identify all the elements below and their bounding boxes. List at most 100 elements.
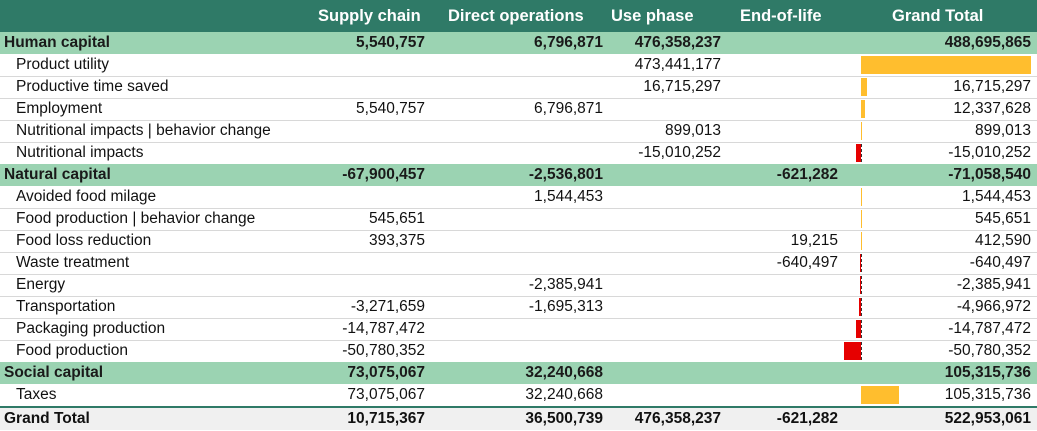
row-label: Natural capital xyxy=(4,166,111,183)
data-bar-axis xyxy=(861,298,862,316)
table-row[interactable]: Productive time saved 16,715,297 16,715,29… xyxy=(0,76,1037,98)
cell-grand-total: -15,010,252 xyxy=(948,144,1031,161)
cell-grand-total: -14,787,472 xyxy=(948,320,1031,337)
cell-direct-operations: 1,544,453 xyxy=(534,188,603,205)
cell-end-of-life: 19,215 xyxy=(790,232,838,249)
row-label: Nutritional impacts xyxy=(16,144,144,161)
data-bar-negative xyxy=(860,276,861,294)
row-label: Product utility xyxy=(16,56,110,73)
cell-grand-total: -2,385,941 xyxy=(956,276,1031,293)
row-label: Food production | behavior change xyxy=(16,210,256,227)
row-separator xyxy=(0,76,1037,77)
cell-direct-operations: -2,536,801 xyxy=(528,166,603,183)
cell-grand-total: 1,544,453 xyxy=(962,188,1031,205)
cell-supply-chain: 73,075,067 xyxy=(347,364,425,381)
row-label: Avoided food milage xyxy=(16,188,157,205)
data-bar-positive xyxy=(861,386,899,404)
cell-direct-operations: -2,385,941 xyxy=(528,276,603,293)
data-bar-positive xyxy=(861,100,865,118)
cell-direct-operations: 32,240,668 xyxy=(525,364,603,381)
data-bar-axis xyxy=(861,254,862,272)
cell-use-phase: 16,715,297 xyxy=(643,78,721,95)
data-bar-cell xyxy=(860,54,1035,76)
row-separator xyxy=(0,296,1037,297)
cell-grand-total: 522,953,061 xyxy=(944,410,1031,427)
table-row[interactable]: Employment 5,540,757 6,796,871 12,337,628 xyxy=(0,98,1037,120)
col-header-direct-operations[interactable]: Direct operations xyxy=(448,7,584,25)
data-bar-cell xyxy=(860,76,1035,98)
cell-grand-total: 545,651 xyxy=(974,210,1031,227)
data-bar-cell xyxy=(860,98,1035,120)
row-label: Social capital xyxy=(4,364,104,381)
data-bar-cell xyxy=(856,318,1035,340)
cell-direct-operations: -1,695,313 xyxy=(528,298,603,315)
row-label: Transportation xyxy=(16,298,116,315)
row-label: Waste treatment xyxy=(16,254,130,271)
cell-end-of-life: -621,282 xyxy=(776,410,838,427)
group-row-human-capital[interactable]: Human capital 5,540,757 6,796,871 476,358,2… xyxy=(0,32,1037,54)
table-row[interactable]: Packaging production -14,787,472 -14,787,4… xyxy=(0,318,1037,340)
cell-grand-total: -50,780,352 xyxy=(948,342,1031,359)
cell-end-of-life: -640,497 xyxy=(776,254,838,271)
row-separator xyxy=(0,318,1037,319)
row-separator xyxy=(0,208,1037,209)
cell-grand-total: 899,013 xyxy=(974,122,1031,139)
data-bar-axis xyxy=(861,144,862,162)
cell-supply-chain: 73,075,067 xyxy=(347,386,425,403)
group-row-social-capital[interactable]: Social capital 73,075,067 32,240,668 105,31… xyxy=(0,362,1037,384)
row-label: Food production xyxy=(16,342,129,359)
cell-direct-operations: 6,796,871 xyxy=(534,100,603,117)
cell-supply-chain: -50,780,352 xyxy=(342,342,425,359)
col-header-grand-total[interactable]: Grand Total xyxy=(892,7,984,25)
col-header-supply-chain[interactable]: Supply chain xyxy=(318,7,421,25)
cell-grand-total: 488,695,865 xyxy=(944,34,1031,51)
cell-supply-chain: 10,715,367 xyxy=(347,410,425,427)
row-separator xyxy=(0,230,1037,231)
grand-total-row[interactable]: Grand Total 10,715,367 36,500,739 476,358,2… xyxy=(0,406,1037,430)
row-separator xyxy=(0,252,1037,253)
data-bar-cell xyxy=(860,274,1035,296)
col-header-end-of-life[interactable]: End-of-life xyxy=(740,7,822,25)
table-row[interactable]: Nutritional impacts | behavior change 899… xyxy=(0,120,1037,142)
table-row[interactable]: Food production | behavior change 545,651… xyxy=(0,208,1037,230)
data-bar-negative xyxy=(856,320,861,338)
cell-use-phase: 899,013 xyxy=(664,122,721,139)
cell-supply-chain: -67,900,457 xyxy=(342,166,425,183)
group-row-natural-capital[interactable]: Natural capital -67,900,457 -2,536,801 -621… xyxy=(0,164,1037,186)
cell-supply-chain: -3,271,659 xyxy=(350,298,425,315)
data-bar-axis xyxy=(861,320,862,338)
table-row[interactable]: Avoided food milage 1,544,453 1,544,453 xyxy=(0,186,1037,208)
table-row[interactable]: Energy -2,385,941 -2,385,941 xyxy=(0,274,1037,296)
cell-supply-chain: 545,651 xyxy=(368,210,425,227)
cell-grand-total: 412,590 xyxy=(974,232,1031,249)
row-label: Packaging production xyxy=(16,320,166,337)
table-row[interactable]: Taxes 73,075,067 32,240,668 105,315,736 xyxy=(0,384,1037,406)
data-bar-positive xyxy=(861,188,862,206)
cell-grand-total: -71,058,540 xyxy=(948,166,1031,183)
table-row[interactable]: Nutritional impacts -15,010,252 -15,010,25… xyxy=(0,142,1037,164)
data-bar-positive xyxy=(861,210,862,228)
table-row[interactable]: Food production -50,780,352 -50,780,352 xyxy=(0,340,1037,362)
cell-use-phase: 476,358,237 xyxy=(634,34,721,51)
data-bar-cell xyxy=(860,120,1035,142)
cell-end-of-life: -621,282 xyxy=(776,166,838,183)
row-label: Taxes xyxy=(16,386,57,403)
row-separator xyxy=(0,274,1037,275)
cell-grand-total: 12,337,628 xyxy=(953,100,1031,117)
data-bar-cell xyxy=(859,296,1035,318)
col-header-use-phase[interactable]: Use phase xyxy=(611,7,694,25)
cell-grand-total: 105,315,736 xyxy=(944,364,1031,381)
table-row[interactable]: Transportation -3,271,659 -1,695,313 -4,966… xyxy=(0,296,1037,318)
data-bar-cell xyxy=(860,208,1035,230)
cell-grand-total: -4,966,972 xyxy=(956,298,1031,315)
data-bar-positive xyxy=(861,232,862,250)
row-separator xyxy=(0,340,1037,341)
cell-direct-operations: 36,500,739 xyxy=(525,410,603,427)
cell-grand-total: -640,497 xyxy=(969,254,1031,271)
table-row[interactable]: Waste treatment -640,497 -640,497 xyxy=(0,252,1037,274)
table-row[interactable]: Food loss reduction 393,375 19,215 412,590 xyxy=(0,230,1037,252)
row-separator xyxy=(0,98,1037,99)
data-bar-axis xyxy=(861,342,862,360)
